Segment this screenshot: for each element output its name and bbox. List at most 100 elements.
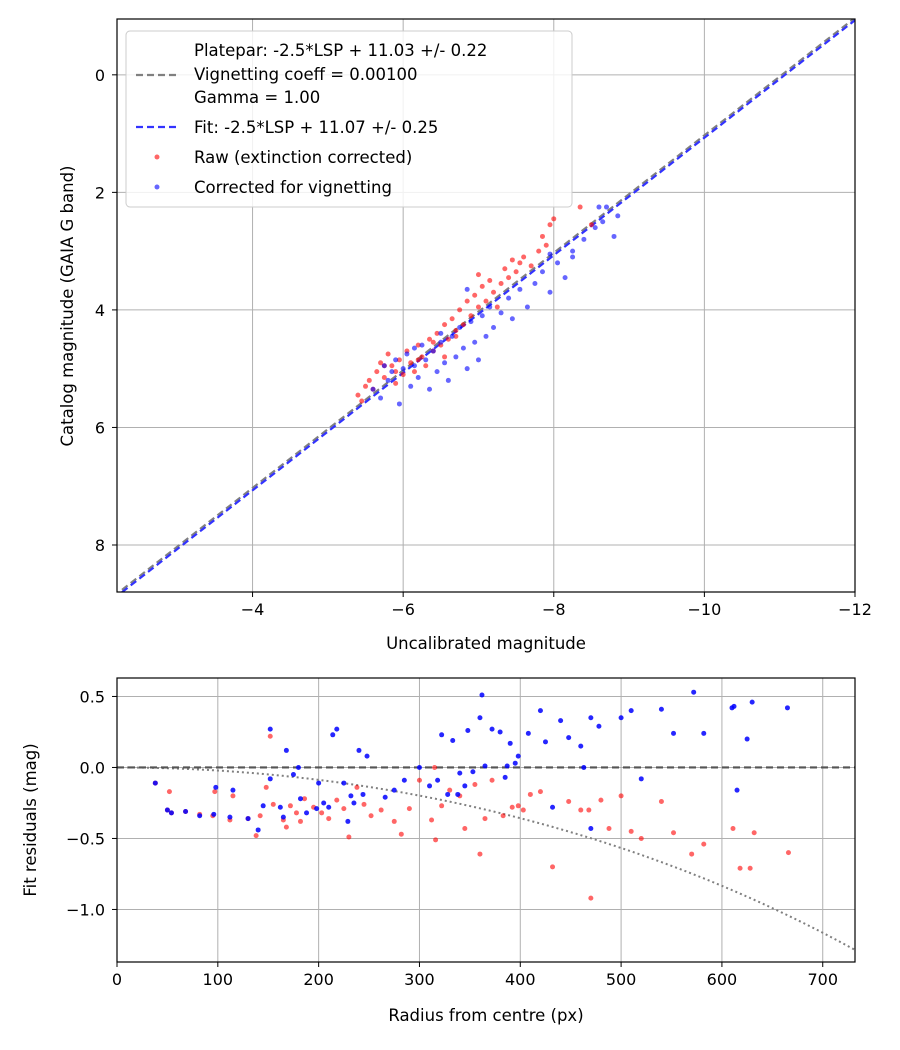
top-point-raw	[366, 377, 372, 383]
bottom-point-corrected	[512, 760, 518, 766]
top-y-tick-label: 8	[95, 536, 105, 555]
top-point-corrected	[570, 248, 576, 254]
top-point-corrected	[411, 363, 417, 369]
bottom-point-raw	[658, 799, 664, 805]
bottom-point-raw	[429, 817, 435, 823]
top-point-corrected	[524, 304, 530, 310]
bottom-point-corrected	[351, 800, 357, 806]
top-point-corrected	[498, 310, 504, 316]
top-point-corrected	[570, 254, 576, 260]
bottom-point-corrected	[482, 763, 488, 769]
bottom-point-raw	[297, 818, 303, 824]
bottom-point-raw	[489, 777, 495, 783]
top-point-raw	[442, 322, 448, 328]
legend-raw-swatch	[154, 154, 160, 160]
top-point-raw	[415, 342, 421, 348]
top-point-corrected	[479, 313, 485, 319]
bottom-point-raw	[230, 793, 236, 799]
top-point-corrected	[468, 319, 474, 325]
top-point-corrected	[385, 377, 391, 383]
top-point-raw	[475, 272, 481, 278]
top-point-corrected	[408, 383, 414, 389]
top-point-corrected	[449, 333, 455, 339]
bottom-point-raw	[747, 865, 753, 871]
bottom-point-corrected	[391, 787, 397, 793]
bottom-point-raw	[598, 797, 604, 803]
top-point-raw	[468, 313, 474, 319]
top-point-raw	[498, 280, 504, 286]
bottom-point-corrected	[734, 787, 740, 793]
top-point-corrected	[472, 339, 478, 345]
top-fit-lines	[117, 19, 855, 592]
top-point-corrected	[464, 286, 470, 292]
top-point-raw	[363, 383, 369, 389]
bottom-x-tick-label: 200	[303, 970, 334, 989]
bottom-x-tick-label: 500	[606, 970, 637, 989]
bottom-point-corrected	[470, 769, 476, 775]
top-point-corrected	[445, 377, 451, 383]
bottom-point-corrected	[321, 800, 327, 806]
bottom-point-raw	[537, 789, 543, 795]
bottom-point-corrected	[588, 826, 594, 832]
bottom-point-raw	[378, 807, 384, 813]
bottom-point-corrected	[267, 776, 273, 782]
top-point-corrected	[442, 360, 448, 366]
bottom-x-tick-label: 700	[807, 970, 838, 989]
bottom-point-raw	[354, 784, 360, 790]
bottom-point-corrected	[345, 818, 351, 824]
bottom-point-raw	[689, 851, 695, 857]
bottom-point-raw	[341, 806, 347, 812]
top-point-raw	[442, 354, 448, 360]
bottom-point-raw	[406, 806, 412, 812]
bottom-point-corrected	[497, 729, 503, 735]
bottom-point-corrected	[341, 780, 347, 786]
bottom-vignetting-curve	[117, 766, 855, 951]
top-point-raw	[475, 304, 481, 310]
bottom-grid	[116, 678, 855, 962]
bottom-point-raw	[606, 826, 612, 832]
bottom-point-raw	[270, 801, 276, 807]
bottom-point-raw	[618, 793, 624, 799]
top-point-corrected	[457, 325, 463, 331]
bottom-point-corrected	[550, 804, 556, 810]
top-point-raw	[487, 278, 493, 284]
bottom-point-corrected	[267, 726, 273, 732]
bottom-x-tick-label: 400	[505, 970, 536, 989]
bottom-point-corrected	[618, 715, 624, 721]
bottom-point-corrected	[542, 739, 548, 745]
bottom-point-raw	[283, 824, 289, 830]
bottom-point-corrected	[731, 703, 737, 709]
bottom-point-corrected	[316, 780, 322, 786]
bottom-point-corrected	[749, 699, 755, 705]
bottom-point-raw	[253, 833, 259, 839]
top-point-corrected	[532, 280, 538, 286]
bottom-point-raw	[293, 810, 299, 816]
bottom-point-raw	[416, 777, 422, 783]
bottom-point-corrected	[596, 723, 602, 729]
bottom-point-corrected	[445, 791, 451, 797]
top-point-corrected	[592, 225, 598, 231]
bottom-point-raw	[527, 791, 533, 797]
top-point-corrected	[370, 386, 376, 392]
bottom-point-raw	[638, 835, 644, 841]
top-point-corrected	[539, 269, 545, 275]
top-point-raw	[427, 336, 433, 342]
top-point-corrected	[453, 354, 459, 360]
bottom-point-raw	[462, 826, 468, 832]
top-point-corrected	[460, 345, 466, 351]
bottom-point-corrected	[578, 743, 584, 749]
top-point-corrected	[423, 357, 429, 363]
bottom-point-corrected	[197, 813, 203, 819]
top-point-corrected	[464, 366, 470, 372]
top-y-axis-label: Catalog magnitude (GAIA G band)	[58, 166, 77, 447]
bottom-point-raw	[500, 813, 506, 819]
top-point-raw	[543, 242, 549, 248]
bottom-point-corrected	[364, 753, 370, 759]
bottom-point-corrected	[348, 793, 354, 799]
bottom-x-tick-label: 600	[707, 970, 738, 989]
top-point-corrected	[404, 351, 410, 357]
bottom-point-corrected	[277, 804, 283, 810]
bottom-point-corrected	[360, 791, 366, 797]
top-point-corrected	[603, 204, 609, 210]
top-point-raw	[551, 216, 557, 222]
